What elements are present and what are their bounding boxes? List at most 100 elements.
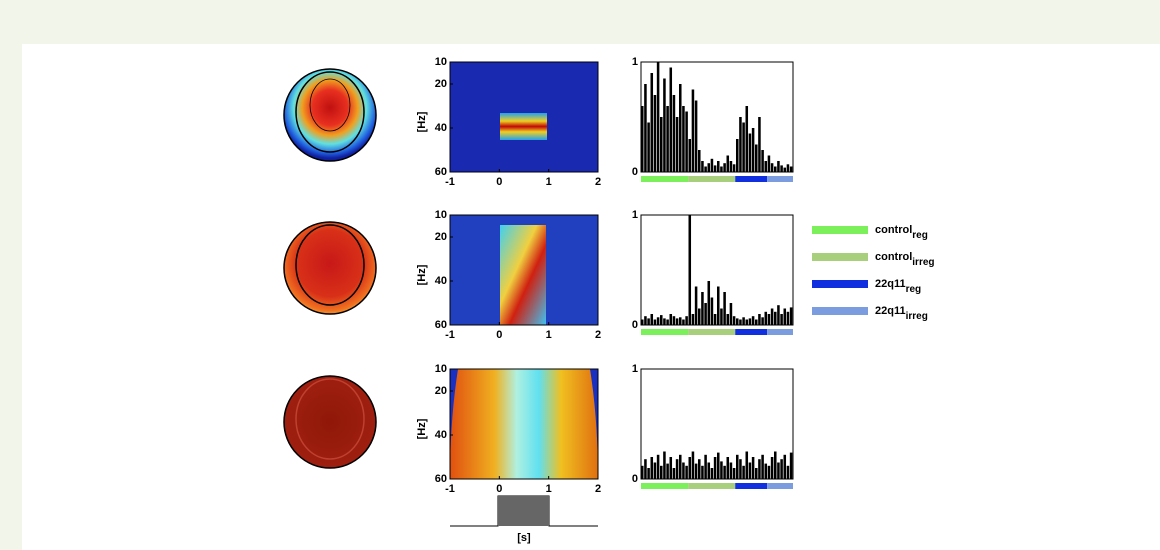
bar (644, 316, 647, 325)
bar (774, 167, 777, 173)
bar (670, 314, 673, 325)
bar (787, 466, 790, 479)
bar (784, 309, 787, 326)
group-bar (641, 329, 688, 335)
group-bar (735, 483, 767, 489)
bar (689, 215, 692, 325)
y-tick-label: 0 (632, 166, 638, 178)
bar (676, 459, 679, 479)
bar (733, 316, 736, 325)
bar (742, 317, 745, 325)
bar (739, 117, 742, 172)
bar (746, 320, 749, 326)
bar (670, 457, 673, 479)
group-bar (735, 329, 767, 335)
y-tick-label: 20 (435, 78, 447, 90)
legend-name: control (875, 224, 912, 236)
x-tick-label: 2 (595, 483, 601, 495)
bar (746, 106, 749, 172)
x-tick-label: -1 (445, 483, 455, 495)
bar (647, 123, 650, 173)
spectrogram (450, 62, 598, 479)
y-tick-label: 0 (632, 319, 638, 331)
bar (736, 139, 739, 172)
bar (780, 165, 783, 172)
bar (657, 317, 660, 325)
bar (768, 156, 771, 173)
group-bar (767, 176, 793, 182)
x-tick-label: 2 (595, 329, 601, 341)
bar (673, 316, 676, 325)
y-tick-label: 1 (632, 209, 638, 221)
page: 10204060-1012[Hz]0110204060-1012[Hz]0110… (0, 0, 1160, 550)
bar (644, 459, 647, 479)
legend-sub: irreg (906, 311, 928, 322)
bar (765, 464, 768, 479)
bar (749, 318, 752, 325)
bar (720, 309, 723, 326)
y-axis-label: [Hz] (416, 111, 428, 132)
bar (727, 156, 730, 173)
x-axis-label: [s] (517, 532, 531, 544)
bar (730, 463, 733, 480)
legend-swatch (812, 226, 868, 234)
bar (761, 150, 764, 172)
y-tick-label: 10 (435, 56, 447, 68)
bar (752, 128, 755, 172)
x-tick-label: 0 (496, 329, 502, 341)
group-bar (767, 483, 793, 489)
bar (787, 312, 790, 325)
bar (666, 464, 669, 479)
bar (714, 457, 717, 479)
bar (682, 106, 685, 172)
bar (733, 164, 736, 172)
bar (666, 106, 669, 172)
y-tick-label: 20 (435, 385, 447, 397)
y-axis-label: [Hz] (416, 418, 428, 439)
bar (755, 468, 758, 479)
bar (682, 463, 685, 480)
bar (727, 457, 730, 479)
bar (768, 466, 771, 479)
bar (790, 307, 793, 325)
y-tick-label: 10 (435, 209, 447, 221)
bar (777, 161, 780, 172)
bar (730, 161, 733, 172)
bar (679, 455, 682, 479)
x-tick-label: -1 (445, 176, 455, 188)
bar (651, 73, 654, 172)
bar (701, 466, 704, 479)
x-tick-label: 2 (595, 176, 601, 188)
bar (695, 101, 698, 173)
bar (692, 90, 695, 173)
x-tick-label: 1 (546, 329, 552, 341)
bar (723, 292, 726, 325)
legend-name: 22q11 (875, 278, 906, 290)
x-tick-label: 0 (496, 176, 502, 188)
figure: 10204060-1012[Hz]0110204060-1012[Hz]0110… (0, 0, 1160, 550)
bar (730, 303, 733, 325)
bar (704, 455, 707, 479)
bar (676, 318, 679, 325)
bar (673, 468, 676, 479)
bar (755, 145, 758, 173)
bar (771, 309, 774, 326)
bar (679, 317, 682, 325)
y-axis-label: [Hz] (416, 264, 428, 285)
bar (768, 314, 771, 325)
group-bar (767, 329, 793, 335)
bar (742, 466, 745, 479)
x-tick-label: 0 (496, 483, 502, 495)
bar (663, 79, 666, 173)
bar (749, 134, 752, 173)
legend-name: control (875, 251, 912, 263)
bar (695, 464, 698, 479)
y-tick-label: 40 (435, 429, 447, 441)
bar (711, 298, 714, 326)
bar (708, 281, 711, 325)
legend-sub: reg (912, 230, 928, 241)
bar (654, 95, 657, 172)
y-tick-label: 1 (632, 363, 638, 375)
bar (780, 459, 783, 479)
bar (784, 168, 787, 172)
